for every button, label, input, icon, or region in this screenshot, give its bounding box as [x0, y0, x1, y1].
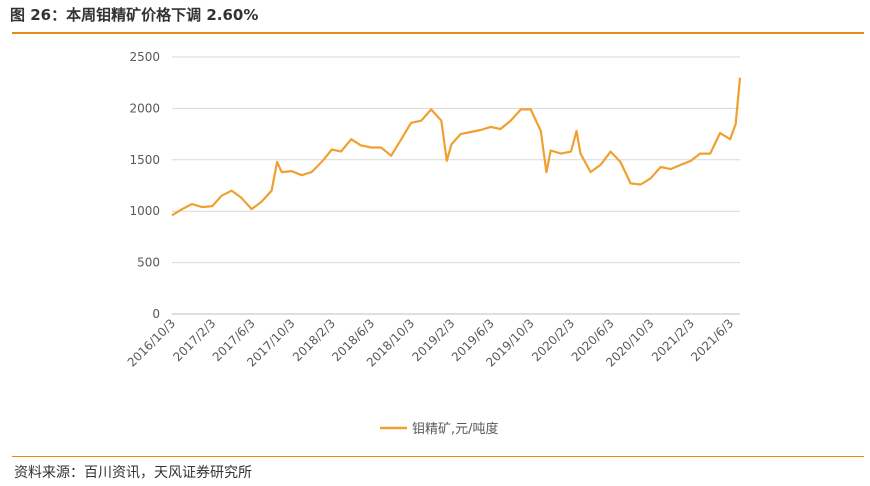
- bottom-rule: [12, 456, 864, 457]
- x-tick-label: 2021/6/3: [688, 316, 736, 364]
- x-axis-ticks: 2016/10/32017/2/32017/6/32017/10/32018/2…: [125, 316, 737, 369]
- series-line-molybdenum: [171, 77, 742, 217]
- y-axis-ticks: 0 500 1000 1500 2000 2500: [129, 50, 160, 321]
- legend: 钼精矿,元/吨度: [380, 421, 499, 437]
- source-note: 资料来源：百川资讯，天风证券研究所: [14, 465, 252, 481]
- y-tick-label: 0: [152, 307, 160, 321]
- y-tick-label: 2500: [129, 50, 160, 64]
- y-tick-label: 2000: [129, 101, 160, 115]
- y-tick-label: 1500: [129, 153, 160, 167]
- top-rule: [12, 32, 864, 34]
- gridlines: [172, 56, 740, 315]
- x-tick-label: 2020/2/3: [529, 316, 577, 364]
- y-tick-label: 1000: [129, 204, 160, 218]
- y-tick-label: 500: [137, 256, 160, 270]
- chart-title: 图 26：本周钼精矿价格下调 2.60%: [10, 6, 259, 24]
- x-tick-label: 2016/10/3: [125, 316, 178, 369]
- legend-label: 钼精矿,元/吨度: [412, 421, 499, 437]
